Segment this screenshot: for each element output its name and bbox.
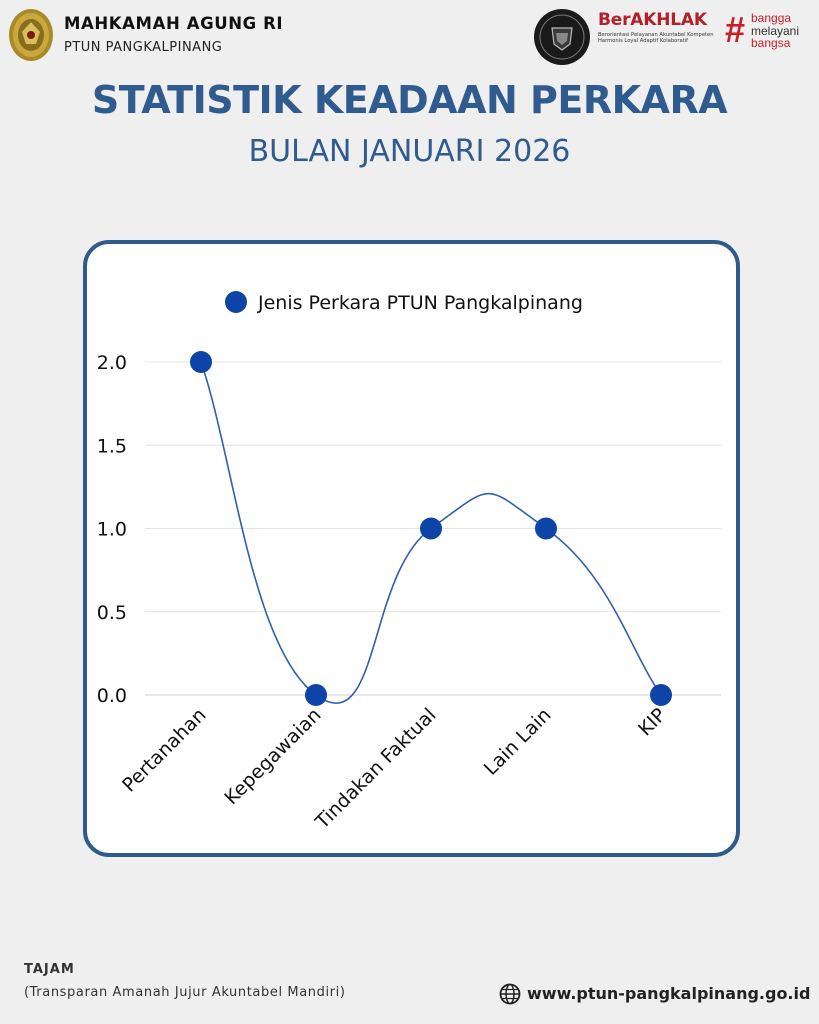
series-line bbox=[200, 361, 662, 704]
hashtag-icon: # bbox=[725, 9, 746, 50]
chart-card: 0.0 0.5 1.0 1.5 2.0 Pertanahan Kepegawaian Tind… bbox=[83, 240, 740, 857]
y-tick-label: 1.5 bbox=[97, 435, 127, 457]
data-point bbox=[190, 351, 212, 373]
berakhlak-title: BerAKHLAK bbox=[598, 10, 707, 30]
data-point bbox=[535, 517, 557, 540]
y-tick-label: 1.0 bbox=[97, 519, 127, 541]
footer-website: www.ptun-pangkalpinang.go.id bbox=[499, 983, 811, 1005]
header: MAHKAMAH AGUNG RI PTUN PANGKALPINANG Ber… bbox=[0, 0, 819, 70]
x-tick-label: Tindakan Faktual bbox=[311, 704, 441, 834]
y-tick-label: 0.5 bbox=[97, 602, 127, 624]
globe-icon bbox=[499, 983, 521, 1005]
berakhlak-tagline: Berorientasi Pelayanan Akuntabel Kompete… bbox=[598, 32, 714, 45]
org-name: MAHKAMAH AGUNG RI bbox=[64, 14, 284, 33]
footer-tag: TAJAM bbox=[24, 962, 75, 977]
x-tick-label: KIP bbox=[634, 704, 670, 740]
y-tick-label: 0.0 bbox=[97, 685, 127, 707]
data-point bbox=[420, 517, 442, 540]
page-subtitle: BULAN JANUARI 2026 bbox=[248, 134, 571, 169]
x-tick-label: Kepegawaian bbox=[220, 704, 325, 809]
legend-label: Jenis Perkara PTUN Pangkalpinang bbox=[257, 292, 583, 314]
y-tick-label: 2.0 bbox=[97, 352, 127, 374]
legend-marker bbox=[225, 291, 247, 313]
website-url[interactable]: www.ptun-pangkalpinang.go.id bbox=[527, 984, 811, 1003]
page-title: STATISTIK KEADAAN PERKARA bbox=[91, 78, 728, 122]
berakhlak-logo-icon: BerAKHLAK Berorientasi Pelayanan Akuntab… bbox=[598, 10, 718, 54]
x-tick-label: Pertanahan bbox=[118, 704, 210, 796]
line-chart: 0.0 0.5 1.0 1.5 2.0 Pertanahan KepegawaianTind… bbox=[97, 291, 721, 834]
data-point bbox=[650, 684, 672, 706]
bangga-melayani-logo-icon: # bangga melayani bangsa bbox=[725, 9, 800, 50]
footer-tag-expansion: (Transparan Amanah Jujur Akuntabel Mandi… bbox=[24, 985, 346, 1000]
garuda-seal-icon bbox=[9, 9, 53, 61]
x-tick-label: Lain Lain bbox=[480, 704, 556, 780]
org-subtitle: PTUN PANGKALPINANG bbox=[64, 40, 223, 55]
data-point bbox=[305, 684, 327, 706]
kementerian-badge-icon bbox=[534, 9, 590, 65]
